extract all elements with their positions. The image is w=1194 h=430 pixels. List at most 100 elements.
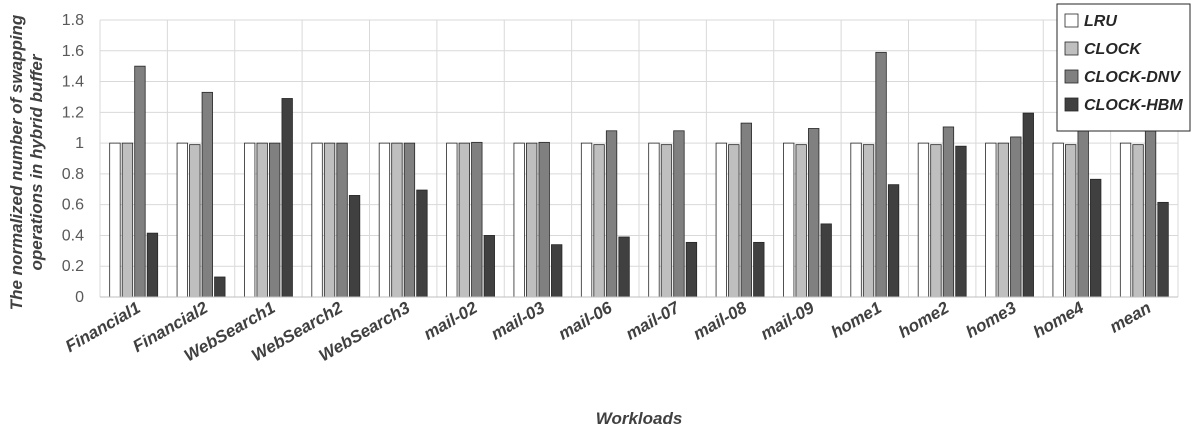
- bar-lru-home2: [917, 142, 930, 298]
- bar-clock-hbm-financial1: [146, 232, 159, 298]
- y-tick-label: 1.6: [62, 43, 84, 60]
- bar-clock-dnv-mail-07: [673, 130, 685, 298]
- x-tick-label: Financial1: [62, 298, 144, 356]
- bar-clock-dnv-home2: [942, 126, 955, 298]
- bar-clock-hbm-home1: [887, 184, 900, 298]
- bar-clock-hbm-mail-09: [820, 223, 832, 298]
- bar-clock-hbm-websearch1: [281, 98, 293, 298]
- bar-lru-mean: [1119, 142, 1132, 298]
- x-tick-label: mail-02: [420, 298, 481, 344]
- legend-label-lru: LRU: [1084, 13, 1117, 30]
- bar-clock-dnv-financial2: [201, 91, 213, 298]
- y-tick-label: 0: [75, 289, 84, 306]
- bar-clock-hbm-mail-07: [685, 241, 698, 298]
- bar-clock-dnv-home3: [1010, 136, 1022, 298]
- x-axis-ticks: Financial1Financial2WebSearch1WebSearch2…: [62, 297, 1154, 365]
- y-tick-label: 0.6: [62, 197, 84, 214]
- bar-clock-dnv-mail-09: [808, 128, 820, 298]
- bar-clock-websearch3: [391, 142, 403, 298]
- bar-lru-home3: [985, 142, 997, 298]
- legend: LRU CLOCK CLOCK-DNV CLOCK-HBM: [1056, 3, 1191, 132]
- bar-clock-mail-06: [593, 144, 605, 298]
- x-tick-label: home3: [963, 298, 1020, 342]
- y-tick-label: 0.2: [62, 258, 84, 275]
- bar-clock-home1: [862, 144, 875, 298]
- bar-clock-mail-08: [728, 144, 740, 298]
- x-tick-label: mail-09: [757, 298, 818, 344]
- x-tick-label: home1: [828, 298, 885, 342]
- y-axis-ticks: 0 0.2 0.4 0.6 0.8 1 1.2 1.4 1.6 1.8: [62, 12, 84, 306]
- y-title-line: The normalized number of swapping: [7, 14, 26, 310]
- bar-lru-mail-06: [580, 142, 593, 298]
- bar-clock-hbm-financial2: [214, 276, 226, 298]
- bar-lru-websearch3: [378, 142, 391, 298]
- legend-label-clock: CLOCK: [1084, 41, 1142, 58]
- bar-clock-home3: [997, 142, 1009, 298]
- bar-lru-home1: [850, 142, 862, 298]
- y-tick-label: 1.4: [62, 74, 84, 91]
- x-tick-label: mail-07: [622, 297, 684, 344]
- legend-label-clock-hbm: CLOCK-HBM: [1084, 97, 1183, 114]
- bar-clock-hbm-mail-03: [551, 244, 563, 298]
- bar-clock-financial2: [189, 144, 201, 298]
- bar-clock-dnv-websearch2: [336, 142, 348, 298]
- bar-clock-hbm-home4: [1090, 178, 1102, 298]
- bar-lru-mail-08: [715, 142, 727, 298]
- bar-lru-financial1: [109, 142, 121, 298]
- bar-clock-mail-07: [660, 144, 673, 298]
- bar-clock-hbm-websearch3: [416, 189, 428, 298]
- legend-swatch-lru: [1064, 13, 1079, 28]
- y-tick-label: 1.2: [62, 104, 84, 121]
- legend-label-clock-dnv: CLOCK-DNV: [1084, 69, 1181, 86]
- bar-clock-dnv-mail-08: [740, 122, 752, 298]
- bar-clock-hbm-mail-08: [753, 241, 765, 298]
- y-tick-label: 0.4: [62, 227, 84, 244]
- bar-lru-home4: [1052, 142, 1064, 298]
- bar-clock-websearch1: [256, 142, 268, 298]
- bar-clock-dnv-home1: [875, 51, 887, 298]
- bar-clock-hbm-mail-02: [483, 235, 495, 298]
- bar-lru-financial2: [176, 142, 188, 298]
- y-tick-label: 1: [75, 135, 84, 152]
- bar-clock-dnv-mean: [1144, 120, 1157, 298]
- x-tick-label: mean: [1106, 298, 1154, 337]
- bar-clock-mail-02: [458, 142, 470, 298]
- y-tick-label: 0.8: [62, 166, 84, 183]
- bar-clock-dnv-websearch1: [269, 142, 281, 298]
- bar-lru-mail-07: [648, 142, 660, 298]
- bar-clock-dnv-mail-03: [538, 141, 550, 298]
- legend-swatch-clock: [1064, 41, 1079, 56]
- bar-clock-dnv-websearch3: [403, 142, 416, 298]
- bar-clock-hbm-websearch2: [348, 195, 361, 298]
- bar-clock-home2: [930, 144, 942, 298]
- bar-clock-dnv-mail-06: [605, 130, 618, 298]
- legend-box: [1056, 3, 1191, 132]
- x-tick-label: mail-03: [488, 298, 549, 344]
- bar-clock-mean: [1132, 144, 1144, 298]
- x-tick-label: home2: [895, 298, 952, 342]
- bar-clock-dnv-home4: [1077, 107, 1089, 298]
- bar-lru-mail-02: [446, 142, 458, 298]
- bar-lru-websearch2: [311, 142, 323, 298]
- legend-swatch-clock-hbm: [1064, 97, 1079, 112]
- x-tick-label: mail-08: [690, 298, 751, 344]
- bar-lru-mail-03: [513, 142, 525, 298]
- bars: [109, 51, 1169, 298]
- bar-clock-hbm-home3: [1022, 112, 1034, 298]
- x-axis-title: Workloads: [596, 409, 683, 428]
- bar-clock-dnv-financial1: [134, 65, 146, 298]
- bar-clock-dnv-mail-02: [471, 141, 483, 298]
- bar-clock-home4: [1065, 144, 1077, 298]
- y-tick-label: 1.8: [62, 12, 84, 29]
- bar-clock-hbm-mean: [1157, 201, 1169, 298]
- legend-swatch-clock-dnv: [1064, 69, 1079, 84]
- y-axis-title: The normalized number of swappingoperati…: [7, 14, 46, 310]
- bar-lru-mail-09: [783, 142, 795, 298]
- y-title-line: operations in hybrid buffer: [27, 53, 46, 270]
- bar-clock-websearch2: [323, 142, 336, 298]
- x-tick-label: mail-06: [555, 298, 616, 344]
- x-tick-label: home4: [1030, 298, 1087, 342]
- bar-clock-mail-09: [795, 144, 807, 298]
- bar-clock-financial1: [121, 142, 134, 298]
